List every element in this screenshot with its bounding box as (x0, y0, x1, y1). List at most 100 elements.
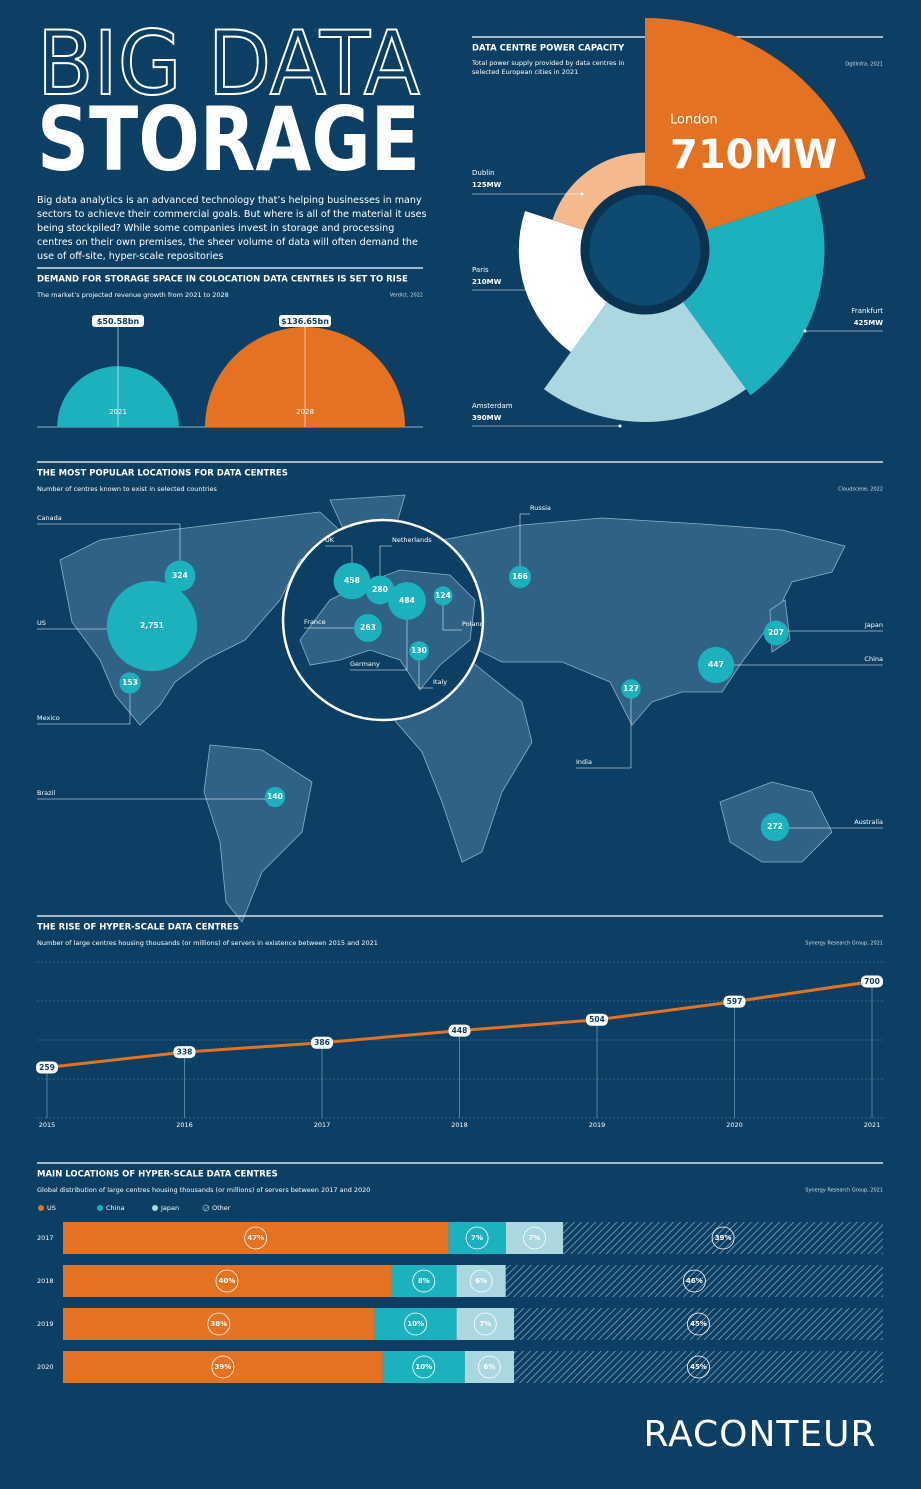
label-ring (523, 1226, 546, 1250)
leader (350, 601, 408, 671)
label-ring (244, 1226, 268, 1250)
country-label: Poland (462, 620, 484, 628)
country-label: Italy (433, 678, 447, 686)
label-box (92, 315, 144, 327)
point-label: 448 (452, 1026, 468, 1035)
label-ring (211, 1355, 235, 1379)
legend-dot (152, 1205, 158, 1211)
bubble (621, 679, 641, 699)
value-label: 45% (690, 1363, 707, 1371)
x-tick-label: 2016 (176, 1121, 193, 1129)
label-ring (465, 1226, 489, 1250)
point-label: 700 (864, 977, 880, 986)
value-label: 45% (690, 1320, 707, 1328)
category-label: Dublin (472, 169, 495, 177)
bubble (508, 565, 532, 589)
x-tick-label: 2017 (314, 1121, 331, 1129)
leader (775, 630, 883, 633)
section-title: DEMAND FOR STORAGE SPACE IN COLOCATION D… (37, 275, 408, 285)
label-ring (412, 1269, 436, 1293)
bubble-label: 166 (512, 572, 528, 581)
bubble-label: 207 (768, 628, 784, 637)
pie-sector (543, 298, 747, 422)
legend-dot (38, 1205, 44, 1211)
section-subtitle: Number of large centres housing thousand… (37, 939, 378, 947)
label-ring (473, 1312, 497, 1336)
point-label: 259 (39, 1063, 55, 1072)
leader (519, 513, 530, 577)
x-tick-label: 2019 (589, 1121, 606, 1129)
country-label: India (576, 758, 592, 766)
category-label: 2017 (37, 1234, 54, 1242)
country-label: Canada (37, 514, 62, 522)
country-label: Germany (350, 660, 380, 668)
bubble (697, 646, 735, 684)
value-label: 46% (686, 1277, 703, 1285)
pie-hole (580, 185, 710, 315)
category-label: 2028 (296, 408, 314, 416)
country-label: France (304, 618, 326, 626)
value-label: 7% (471, 1234, 483, 1242)
value-label: 7% (529, 1234, 541, 1242)
leader-dot (530, 288, 534, 292)
x-tick-label: 2021 (864, 1121, 881, 1129)
point-label: 338 (177, 1048, 193, 1057)
country-label: Japan (864, 621, 883, 629)
bubble (433, 586, 453, 606)
section-subtitle: The market’s projected revenue growth fr… (36, 291, 229, 299)
value-label: 40% (219, 1277, 236, 1285)
section-source: Cloudscene, 2022 (838, 487, 883, 493)
category-label: 2019 (37, 1320, 54, 1328)
label-box (173, 1046, 196, 1059)
bubble (760, 812, 790, 842)
legend-label: US (47, 1204, 56, 1212)
value-label: 6% (475, 1277, 487, 1285)
country-label: US (37, 619, 46, 627)
value-label: 6% (483, 1363, 495, 1371)
section-title: MAIN LOCATIONS OF HYPER-SCALE DATA CENTR… (37, 1170, 278, 1180)
label-ring (687, 1355, 710, 1379)
label-box (448, 1024, 471, 1037)
bubble (106, 580, 198, 672)
value-label: 39% (215, 1363, 232, 1371)
x-tick-label: 2018 (451, 1121, 468, 1129)
category-label: 2020 (37, 1363, 54, 1371)
country-label: Netherlands (392, 536, 432, 544)
label-ring (683, 1269, 706, 1293)
section-source: DgtlInfra, 2021 (845, 62, 883, 68)
value-label: 7% (479, 1320, 491, 1328)
leader (418, 651, 433, 689)
section-title: THE RISE OF HYPER-SCALE DATA CENTRES (37, 923, 239, 933)
x-tick-label: 2020 (726, 1121, 743, 1129)
value-label: 38% (210, 1320, 227, 1328)
value-label: 47% (247, 1234, 264, 1242)
point-label: 504 (589, 1015, 605, 1024)
bubble-label: 153 (122, 678, 138, 687)
title-line1: BIG DATA (37, 12, 420, 115)
leader (379, 545, 392, 590)
bubble-label: 272 (767, 822, 783, 831)
label-ring (469, 1269, 493, 1293)
legend-label: Other (212, 1204, 231, 1212)
bubble (333, 562, 371, 600)
pie-sector (680, 194, 825, 396)
country-label: Brazil (37, 789, 55, 797)
country-label: Mexico (37, 714, 60, 722)
point-label: 597 (727, 997, 743, 1006)
leader (37, 523, 181, 576)
bubble (409, 641, 429, 661)
bubble (264, 786, 286, 808)
bubble-label: 484 (399, 596, 415, 605)
leader-dot (618, 424, 622, 428)
leader (576, 689, 632, 769)
label-ring (477, 1355, 501, 1379)
country-label: UK (325, 536, 335, 544)
label-box (36, 1061, 58, 1074)
pie-sector (518, 211, 610, 353)
value-label: 210MW (472, 278, 502, 286)
label-box (586, 1013, 608, 1026)
brand: RACONTEUR (643, 1414, 876, 1455)
category-label: 2021 (109, 408, 127, 416)
pie-sector (645, 18, 866, 232)
value-label: 10% (415, 1363, 432, 1371)
